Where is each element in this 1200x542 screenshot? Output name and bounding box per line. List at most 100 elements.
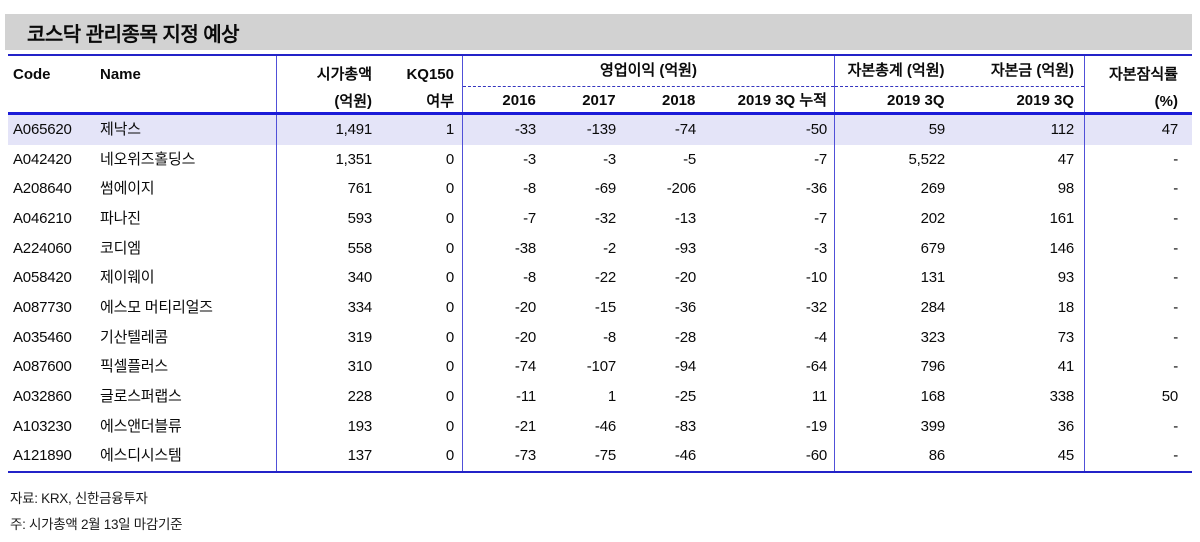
cell-op-2019-3q-cum: -7 [700, 203, 835, 234]
cell-op-2017: -8 [603, 328, 616, 346]
table-row: A058420 제이웨이 340 0 -8 -22 -20 -10 131 93… [8, 263, 1192, 293]
cell-op-2016: -73 [514, 447, 536, 465]
cell-capital-stock: 161 [950, 203, 1085, 234]
cell-total-equity: 399 [920, 417, 946, 435]
cell-op-2017: -107 [586, 358, 616, 376]
table-title-band: 코스닥 관리종목 지정 예상 [5, 14, 1192, 50]
table-row: A046210 파나진 593 0 -7 -32 -13 -7 202 161 … [8, 203, 1192, 234]
cell-op-2017: -69 [594, 180, 616, 198]
cell-total-equity: 86 [928, 447, 945, 465]
cell-total-equity: 131 [920, 269, 946, 287]
cell-kq150: 0 [377, 263, 463, 293]
table-row: A208640 썸에이지 761 0 -8 -69 -206 -36 269 9… [8, 174, 1192, 204]
capital-subheaders: 2019 3Q 2019 3Q [835, 87, 1084, 115]
cell-capital-stock: 18 [950, 292, 1085, 323]
table-body: A065620 제낙스 1,491 1 -33 -139 -74 -50 59 … [8, 115, 1192, 473]
cell-op-2019-3q-cum: -3 [700, 233, 835, 264]
cell-capital-stock: 112 [950, 115, 1085, 145]
cell-impairment-rate: 50 [1161, 387, 1178, 405]
cell-kq150: 0 [377, 441, 463, 471]
basis-note: 주: 시가총액 2월 13일 마감기준 [10, 517, 183, 532]
cell-code: A087600 [13, 358, 72, 376]
col-header-market-cap-line2: (억원) [334, 93, 372, 110]
footnotes: 자료: KRX, 신한금융투자 주: 시가총액 2월 13일 마감기준 [10, 486, 183, 538]
cell-total-equity: 269 [920, 180, 946, 198]
cell-kq150: 0 [377, 292, 463, 323]
cell-name: 썸에이지 [96, 174, 277, 204]
col-header-2017: 2017 [582, 92, 616, 109]
cell-impairment-rate: - [1173, 358, 1178, 376]
cell-capital-stock: 146 [950, 233, 1085, 264]
cell-impairment-rate: - [1173, 269, 1178, 287]
cell-name: 픽셀플러스 [96, 352, 277, 382]
cell-op-2016: -11 [516, 387, 536, 405]
table-row: A121890 에스디시스템 137 0 -73 -75 -46 -60 86 … [8, 441, 1192, 471]
cell-name: 글로스퍼랩스 [96, 381, 277, 412]
cell-market-cap: 761 [347, 180, 373, 198]
cell-name: 파나진 [96, 203, 277, 234]
cell-impairment-rate: - [1173, 239, 1178, 257]
col-header-market-cap: 시가총액 (억원) [277, 56, 377, 112]
cell-capital-stock: 47 [950, 144, 1085, 175]
cell-total-equity: 168 [920, 387, 946, 405]
cell-market-cap: 137 [347, 447, 373, 465]
table-row: A087730 에스모 머티리얼즈 334 0 -20 -15 -36 -32 … [8, 292, 1192, 323]
cell-code: A032860 [13, 387, 72, 405]
col-header-kq150: KQ150 여부 [377, 56, 463, 112]
cell-kq150: 1 [377, 115, 463, 145]
cell-capital-stock: 93 [950, 263, 1085, 293]
table-row: A224060 코디엠 558 0 -38 -2 -93 -3 679 146 … [8, 233, 1192, 264]
cell-code: A224060 [13, 239, 72, 257]
table-row: A103230 에스앤더블류 193 0 -21 -46 -83 -19 399… [8, 411, 1192, 442]
cell-op-2018: -13 [674, 209, 696, 227]
cell-code: A035460 [13, 328, 72, 346]
cell-code: A087730 [13, 298, 72, 316]
col-header-capital-stock: 자본금 (억원) [990, 62, 1074, 79]
cell-op-2019-3q-cum: -36 [700, 174, 835, 204]
cell-capital-stock: 73 [950, 322, 1085, 353]
cell-total-equity: 5,522 [908, 150, 945, 168]
cell-code: A058420 [13, 269, 72, 287]
cell-kq150: 0 [377, 203, 463, 234]
cell-op-2018: -46 [674, 447, 696, 465]
cell-total-equity: 323 [920, 328, 946, 346]
cell-op-2017: -15 [594, 298, 616, 316]
cell-name: 제낙스 [96, 115, 277, 145]
cell-op-2018: -93 [674, 239, 696, 257]
cell-name: 에스모 머티리얼즈 [96, 292, 277, 323]
cell-op-2017: -75 [594, 447, 616, 465]
cell-market-cap: 228 [347, 387, 373, 405]
cell-capital-stock: 98 [950, 174, 1085, 204]
cell-total-equity: 284 [920, 298, 946, 316]
cell-market-cap: 334 [347, 298, 373, 316]
cell-op-2016: -21 [514, 417, 536, 435]
cell-op-2018: -36 [674, 298, 696, 316]
cell-op-2017: -46 [594, 417, 616, 435]
cell-market-cap: 1,491 [335, 121, 372, 138]
cell-kq150: 0 [377, 381, 463, 412]
cell-total-equity: 796 [920, 358, 946, 376]
cell-market-cap: 193 [347, 417, 373, 435]
col-header-2016: 2016 [502, 92, 536, 109]
cell-op-2016: -8 [523, 180, 536, 198]
cell-op-2017: -3 [603, 150, 616, 168]
cell-impairment-rate: - [1173, 447, 1178, 465]
cell-op-2018: -20 [674, 269, 696, 287]
col-header-2018: 2018 [661, 92, 696, 109]
col-header-impairment-line2: (%) [1154, 93, 1178, 110]
cell-op-2018: -5 [683, 150, 696, 168]
cell-op-2018: -28 [674, 328, 696, 346]
cell-op-2019-3q-cum: -64 [700, 352, 835, 382]
cell-op-2019-3q-cum: -4 [700, 322, 835, 353]
cell-impairment-rate: 47 [1161, 121, 1178, 138]
cell-impairment-rate: - [1173, 328, 1178, 346]
cell-op-2016: -20 [514, 328, 536, 346]
cell-market-cap: 310 [347, 358, 373, 376]
cell-op-2016: -20 [514, 298, 536, 316]
cell-market-cap: 340 [347, 269, 373, 287]
table-row: A035460 기산텔레콤 319 0 -20 -8 -28 -4 323 73… [8, 322, 1192, 353]
cell-name: 코디엠 [96, 233, 277, 264]
col-header-kq150-line1: KQ150 [406, 66, 454, 83]
cell-name: 에스디시스템 [96, 441, 277, 471]
